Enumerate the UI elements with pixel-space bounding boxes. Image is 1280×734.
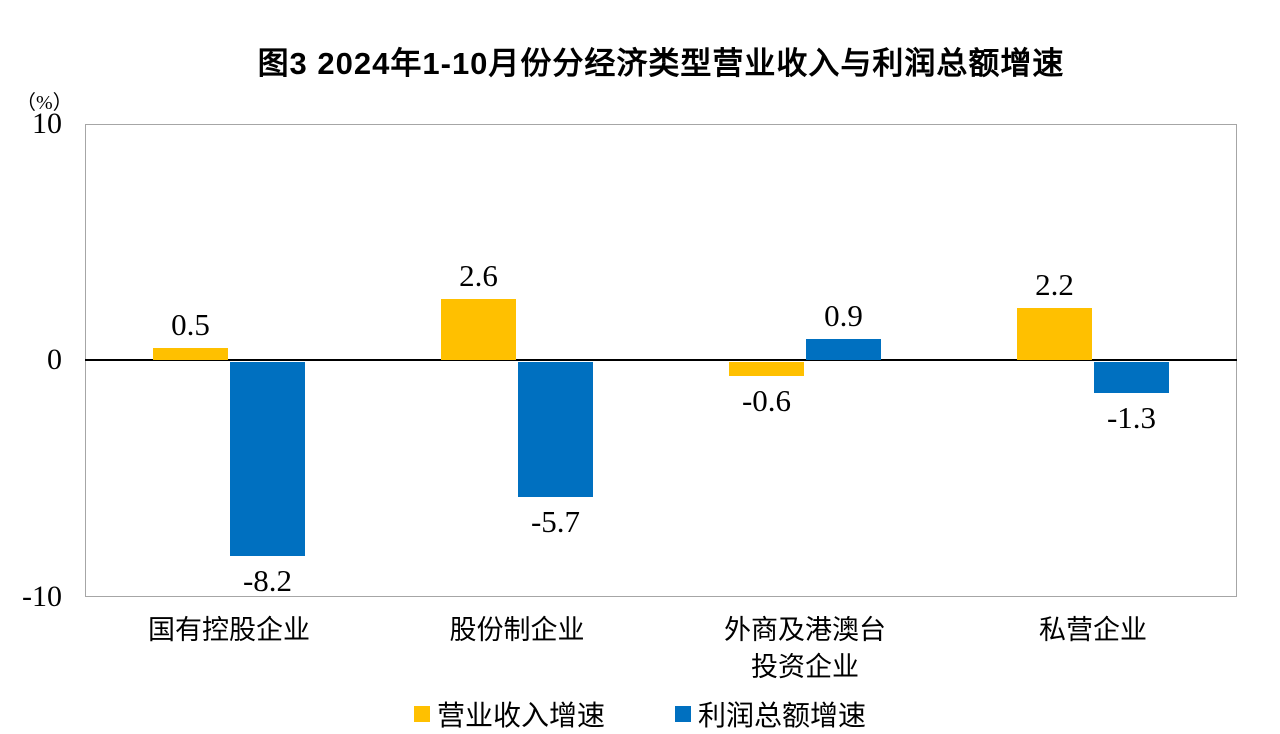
- zero-axis-line: [85, 359, 1237, 361]
- bar-series1-cat0: [230, 362, 305, 556]
- bar-value-label: 2.2: [1035, 266, 1074, 302]
- bar-series0-cat3: [1017, 307, 1092, 360]
- x-axis-category-label: 私营企业: [1039, 615, 1147, 645]
- y-axis-unit-label: （%）: [16, 92, 73, 114]
- x-axis-category-label: 国有控股企业: [148, 615, 310, 645]
- bar-value-label: 0.5: [171, 307, 210, 343]
- legend-swatch-icon: [413, 706, 430, 722]
- x-axis-category-label: 外商及港澳台 投资企业: [724, 615, 886, 682]
- bar-value-label: -1.3: [1106, 399, 1157, 435]
- bar-value-label: 2.6: [459, 257, 498, 293]
- bar-value-label: -8.2: [242, 562, 293, 598]
- bar-series0-cat0: [153, 348, 228, 360]
- legend-label: 利润总额增速: [698, 701, 867, 732]
- legend-item: 营业收入增速: [413, 694, 605, 734]
- bar-value-label: -5.7: [530, 503, 581, 539]
- bar-series0-cat1: [441, 298, 516, 360]
- legend-swatch-icon: [675, 706, 691, 722]
- legend: 营业收入增速 利润总额增速: [0, 694, 1280, 734]
- bar-series1-cat3: [1094, 362, 1169, 393]
- y-tick-label: 10: [32, 106, 62, 140]
- legend-item: 利润总额增速: [675, 694, 866, 734]
- chart-title: 图3 2024年1-10月份分经济类型营业收入与利润总额增速: [257, 46, 1065, 81]
- legend-label: 营业收入增速: [436, 701, 605, 732]
- bar-series1-cat2: [806, 338, 881, 360]
- x-axis-category-label: 股份制企业: [449, 615, 585, 645]
- y-tick-label: -10: [22, 579, 62, 613]
- y-tick-label: 0: [47, 343, 62, 376]
- bar-series0-cat2: [729, 362, 804, 377]
- bar-series1-cat1: [518, 362, 593, 497]
- bar-value-label: -0.6: [741, 383, 792, 419]
- bar-value-label: 0.9: [824, 297, 863, 333]
